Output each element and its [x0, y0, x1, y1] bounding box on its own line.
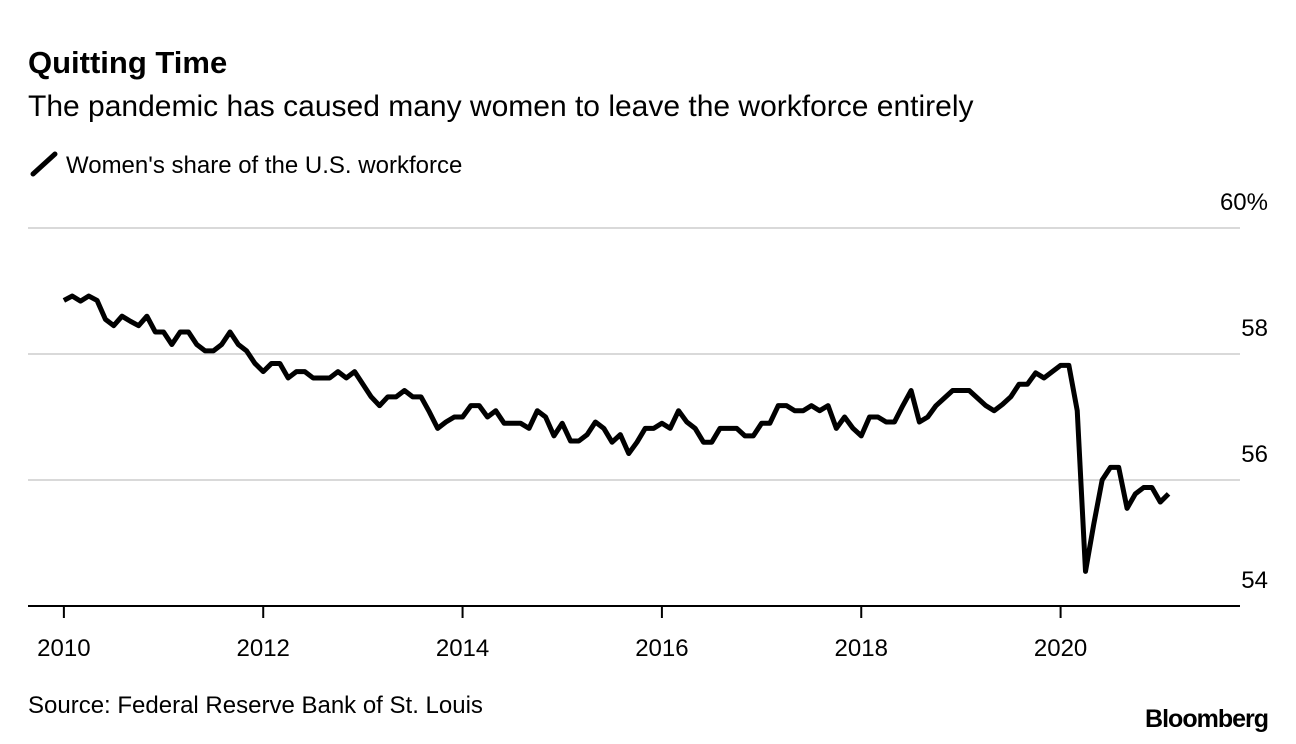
x-tick-label: 2012 [237, 635, 290, 662]
y-tick-label: 60% [1220, 189, 1268, 216]
legend-swatch [30, 151, 58, 177]
chart-title: Quitting Time [28, 45, 227, 80]
x-tick-label: 2014 [436, 635, 489, 662]
line [62, 293, 1171, 574]
x-tick-label: 2020 [1034, 635, 1087, 662]
x-tick-label: 2016 [635, 635, 688, 662]
x-tick-label: 2018 [835, 635, 888, 662]
y-tick-label: 58 [1241, 315, 1268, 342]
legend-label: Women's share of the U.S. workforce [66, 152, 462, 179]
x-tick-label: 2010 [37, 635, 90, 662]
source: Source: Federal Reserve Bank of St. Loui… [28, 692, 483, 719]
y-tick-label: 54 [1241, 567, 1268, 594]
y-tick-label: 56 [1241, 441, 1268, 468]
brand: Bloomberg [1145, 705, 1268, 733]
chart-subtitle: The pandemic has caused many women to le… [28, 90, 973, 123]
